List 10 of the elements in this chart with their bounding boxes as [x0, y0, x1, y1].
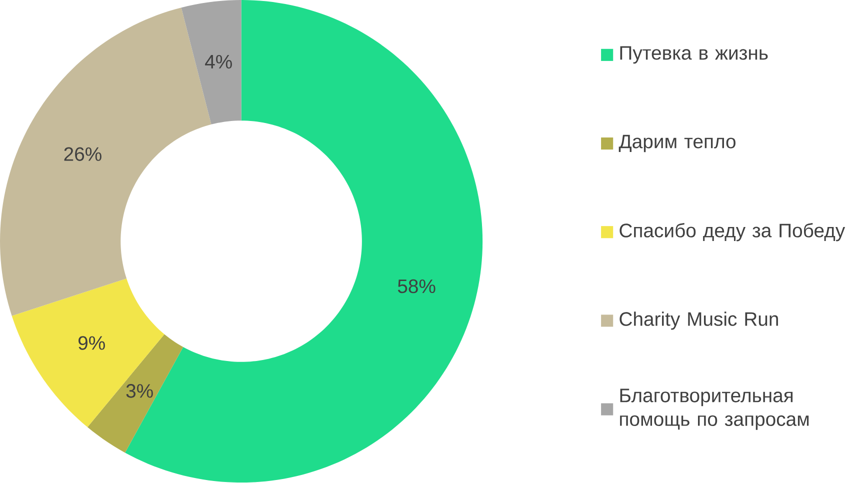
data-label: 4% [205, 55, 232, 69]
legend-label: Путевка в жизнь [620, 46, 768, 64]
legend-label: Спасибо деду за Победу [620, 223, 846, 242]
data-label: 9% [78, 336, 105, 350]
data-label: 3% [126, 384, 153, 398]
data-label: 58% [398, 280, 436, 294]
legend-label: Charity Music Run [620, 312, 778, 330]
data-label: 26% [64, 147, 102, 162]
legend-label: Благотворительная помощь по запросам [620, 388, 809, 430]
legend-label: Дарим тепло [618, 135, 736, 152]
